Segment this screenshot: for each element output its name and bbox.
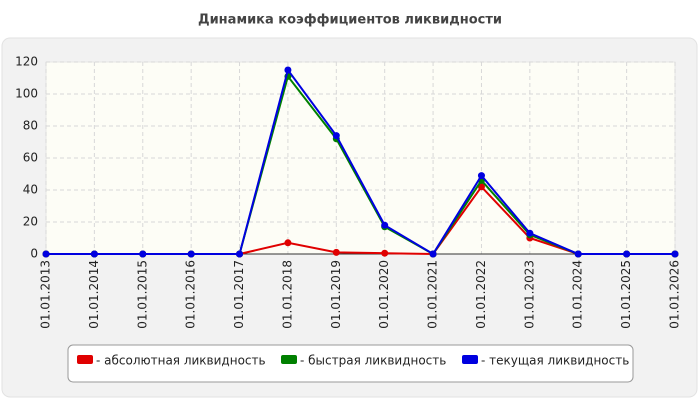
legend-label: - текущая ликвидность bbox=[481, 354, 629, 368]
point bbox=[526, 229, 534, 237]
y-tick-label: 120 bbox=[15, 55, 38, 69]
x-tick-label: 01.01.2018 bbox=[280, 260, 294, 329]
x-tick-label: 01.01.2013 bbox=[39, 260, 53, 329]
point bbox=[429, 250, 437, 258]
chart-title: Динамика коэффициентов ликвидности bbox=[198, 13, 502, 28]
point bbox=[381, 249, 389, 257]
x-tick-label: 01.01.2022 bbox=[474, 260, 488, 329]
plot-area bbox=[45, 61, 676, 255]
point bbox=[236, 250, 244, 258]
x-tick-label: 01.01.2023 bbox=[522, 260, 536, 329]
point bbox=[623, 250, 631, 258]
x-tick-label: 01.01.2014 bbox=[87, 260, 101, 329]
point bbox=[381, 221, 389, 229]
point bbox=[477, 172, 485, 180]
point bbox=[187, 250, 195, 258]
point bbox=[90, 250, 98, 258]
x-tick-label: 01.01.2015 bbox=[135, 260, 149, 329]
y-tick-label: 20 bbox=[23, 215, 38, 229]
x-tick-label: 01.01.2016 bbox=[184, 260, 198, 329]
legend-label: - абсолютная ликвидность bbox=[96, 354, 266, 368]
x-tick-label: 01.01.2017 bbox=[232, 260, 246, 329]
point bbox=[477, 183, 485, 191]
x-tick-label: 01.01.2019 bbox=[329, 260, 343, 329]
x-tick-label: 01.01.2024 bbox=[571, 260, 585, 329]
y-tick-label: 80 bbox=[23, 119, 38, 133]
point bbox=[42, 250, 50, 258]
legend-swatch bbox=[281, 355, 297, 364]
y-tick-label: 60 bbox=[23, 151, 38, 165]
x-tick-label: 01.01.2020 bbox=[377, 260, 391, 329]
point bbox=[139, 250, 147, 258]
legend bbox=[67, 344, 634, 383]
point bbox=[332, 132, 340, 140]
y-tick-label: 0 bbox=[30, 247, 38, 261]
y-tick-label: 40 bbox=[23, 183, 38, 197]
point bbox=[574, 250, 582, 258]
x-tick-label: 01.01.2026 bbox=[668, 260, 682, 329]
point bbox=[284, 239, 292, 247]
x-tick-label: 01.01.2025 bbox=[619, 260, 633, 329]
point bbox=[284, 66, 292, 74]
y-tick-label: 100 bbox=[15, 87, 38, 101]
x-tick-label: 01.01.2021 bbox=[426, 260, 440, 329]
legend-swatch bbox=[77, 355, 93, 364]
legend-swatch bbox=[462, 355, 478, 364]
legend-label: - быстрая ликвидность bbox=[300, 354, 446, 368]
point bbox=[332, 248, 340, 256]
point bbox=[671, 250, 679, 258]
series-line bbox=[46, 67, 675, 256]
